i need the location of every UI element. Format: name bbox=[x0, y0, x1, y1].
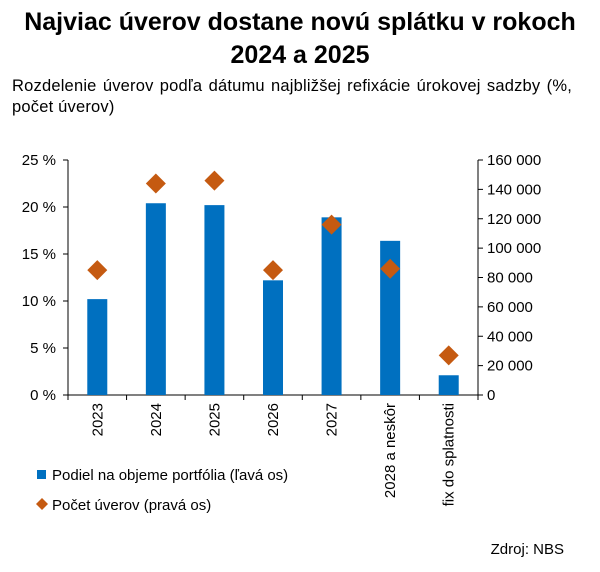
bar-2023 bbox=[87, 299, 108, 395]
bar-2024 bbox=[145, 203, 166, 395]
point-2027 bbox=[321, 214, 342, 235]
point-fix-do-splatnosti bbox=[438, 345, 459, 366]
left-tick-label: 20 % bbox=[22, 199, 56, 216]
legend-label-bars: Podiel na objeme portfólia (ľavá os) bbox=[52, 467, 288, 484]
point-2026 bbox=[263, 260, 283, 281]
bar-2025 bbox=[204, 205, 225, 395]
chart-title: Najviac úverov dostane novú splátku v ro… bbox=[24, 8, 576, 69]
right-tick-label: 20 000 bbox=[487, 358, 533, 375]
category-label-2025: 2025 bbox=[206, 403, 223, 436]
legend-swatch-points bbox=[36, 498, 48, 510]
bar-2028-a-nesk-r bbox=[380, 240, 401, 395]
category-label-2026: 2026 bbox=[265, 403, 282, 436]
right-tick-label: 120 000 bbox=[487, 211, 541, 228]
point-2023 bbox=[87, 260, 108, 281]
right-tick-label: 60 000 bbox=[487, 299, 533, 316]
chart-subtitle: Rozdelenie úverov podľa dátumu najbližše… bbox=[12, 77, 572, 116]
category-label-fix-do-splatnosti: fix do splatnosti bbox=[441, 403, 458, 506]
right-tick-label: 40 000 bbox=[487, 328, 533, 345]
point-2024 bbox=[145, 173, 166, 194]
bar-fix-do-splatnosti bbox=[438, 375, 459, 395]
right-tick-label: 0 bbox=[487, 387, 495, 404]
point-2025 bbox=[204, 170, 225, 191]
bar-2026 bbox=[263, 280, 283, 395]
left-tick-label: 25 % bbox=[22, 152, 56, 169]
left-tick-label: 10 % bbox=[22, 293, 56, 310]
category-label-2023: 2023 bbox=[89, 403, 106, 436]
point-2028-a-nesk-r bbox=[380, 258, 401, 279]
source-note: Zdroj: NBS bbox=[490, 541, 564, 558]
bar-2027 bbox=[321, 217, 342, 395]
category-label-2024: 2024 bbox=[148, 403, 165, 436]
legend-label-points: Počet úverov (pravá os) bbox=[52, 497, 211, 514]
legend-swatch-bars bbox=[37, 470, 46, 479]
left-tick-label: 5 % bbox=[30, 340, 56, 357]
right-tick-label: 80 000 bbox=[487, 270, 533, 287]
right-tick-label: 160 000 bbox=[487, 152, 541, 169]
category-label-2027: 2027 bbox=[324, 403, 341, 436]
right-tick-label: 140 000 bbox=[487, 181, 541, 198]
category-label-2028-a-nesk-r: 2028 a neskôr bbox=[382, 403, 399, 498]
left-tick-label: 15 % bbox=[22, 246, 56, 263]
left-tick-label: 0 % bbox=[30, 387, 56, 404]
right-tick-label: 100 000 bbox=[487, 240, 541, 257]
